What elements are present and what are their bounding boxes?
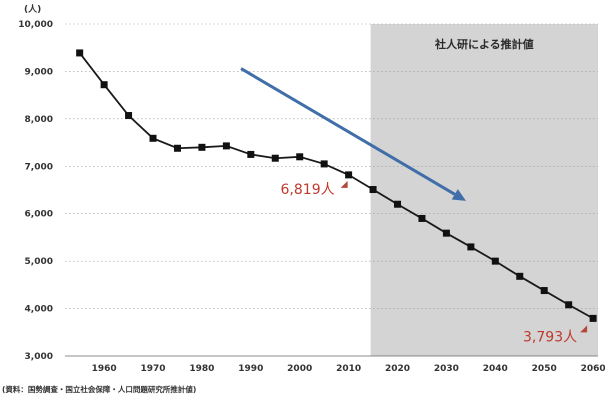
series-polyline xyxy=(78,52,594,320)
x-tick-labels: 1960 1970 1980 1990 2000 2010 2020 2030 2040 2050… xyxy=(92,364,605,374)
annotations: 6,819人 3,793人 xyxy=(281,180,588,345)
data-point xyxy=(516,272,524,280)
data-point xyxy=(296,153,304,161)
data-point xyxy=(589,314,597,322)
y-unit-label: (人) xyxy=(24,3,41,15)
data-point xyxy=(198,143,206,151)
x-tick-label: 2010 xyxy=(336,364,361,374)
data-point xyxy=(247,150,255,158)
source-note: (資料：国勢調査・国立社会保障・人口問題研究所推計値) xyxy=(2,384,196,394)
trend-arrow-head xyxy=(451,189,466,201)
x-tick-label: 2060 xyxy=(581,364,605,374)
x-tick-label: 2030 xyxy=(434,364,459,374)
data-point xyxy=(173,144,181,152)
y-tick-label: 10,000 xyxy=(18,20,53,30)
data-point xyxy=(418,214,426,222)
y-tick-label: 8,000 xyxy=(25,115,53,125)
trend-arrow xyxy=(240,67,466,201)
annotation-marker xyxy=(340,180,348,188)
data-point xyxy=(369,186,377,194)
grid xyxy=(65,23,598,309)
trend-arrow-shaft xyxy=(240,67,456,196)
data-point xyxy=(222,142,230,150)
x-tick-label: 2020 xyxy=(385,364,410,374)
x-tick-label: 2050 xyxy=(532,364,557,374)
data-point xyxy=(125,112,133,120)
y-tick-label: 9,000 xyxy=(25,67,53,77)
annotation-label: 6,819人 xyxy=(281,182,335,198)
annotation-label: 3,793人 xyxy=(523,329,577,345)
x-tick-label: 1990 xyxy=(238,364,263,374)
data-point xyxy=(100,81,108,89)
series-line xyxy=(76,49,597,322)
y-tick-label: 5,000 xyxy=(25,257,53,267)
data-point xyxy=(345,171,353,179)
x-tick-label: 1980 xyxy=(189,364,214,374)
y-tick-labels: 3,000 4,000 5,000 6,000 7,000 8,000 9,000 10,00… xyxy=(18,20,53,362)
x-tick-label: 2040 xyxy=(483,364,508,374)
data-point xyxy=(540,287,548,295)
data-point xyxy=(394,200,402,208)
y-tick-label: 3,000 xyxy=(25,352,53,362)
y-tick-label: 6,000 xyxy=(25,210,53,220)
x-tick-label: 1960 xyxy=(92,364,117,374)
y-tick-label: 7,000 xyxy=(25,162,53,172)
data-point xyxy=(320,160,328,168)
projection-region xyxy=(370,24,598,356)
data-point xyxy=(271,154,279,162)
data-point xyxy=(467,243,475,251)
data-point xyxy=(442,229,450,237)
data-point xyxy=(491,257,499,265)
y-tick-label: 4,000 xyxy=(25,305,53,315)
x-tick-label: 1970 xyxy=(140,364,165,374)
data-point xyxy=(149,134,157,142)
data-point xyxy=(565,301,573,309)
data-point xyxy=(76,49,84,57)
x-tick-label: 2000 xyxy=(287,364,312,374)
annotation-marker xyxy=(580,325,588,333)
projection-region-label: 社人研による推計値 xyxy=(434,37,534,51)
